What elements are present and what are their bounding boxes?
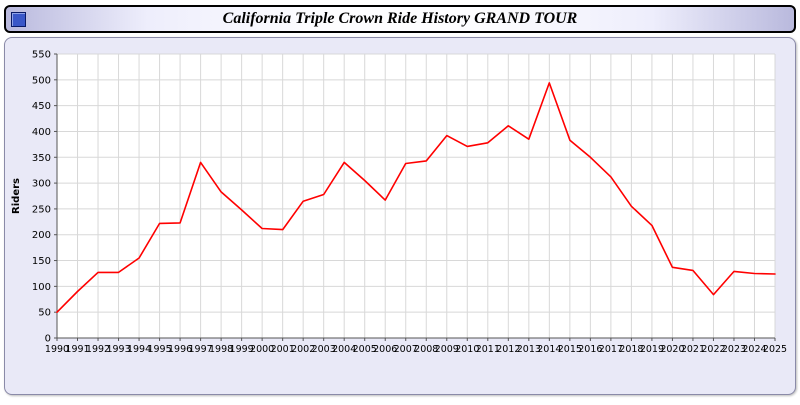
x-tick-label: 2023: [722, 344, 746, 355]
window-titlebar: California Triple Crown Ride History GRA…: [4, 5, 796, 33]
y-tick-label: 50: [38, 308, 51, 319]
y-tick-label: 0: [45, 334, 51, 345]
y-tick-label: 450: [32, 101, 51, 112]
x-tick-label: 1999: [230, 344, 254, 355]
y-axis-label: Riders: [11, 178, 22, 214]
x-tick-label: 1990: [45, 344, 69, 355]
y-tick-label: 200: [32, 230, 51, 241]
chart-title: California Triple Crown Ride History GRA…: [222, 10, 578, 27]
x-tick-label: 2014: [537, 344, 561, 355]
x-tick-label: 2000: [250, 344, 274, 355]
x-tick-label: 2007: [394, 344, 418, 355]
x-tick-label: 2003: [312, 344, 336, 355]
x-tick-label: 2012: [496, 344, 520, 355]
window-icon[interactable]: [11, 11, 26, 27]
x-tick-label: 2017: [599, 344, 623, 355]
x-tick-label: 1991: [65, 344, 89, 355]
x-tick-label: 1995: [147, 344, 171, 355]
x-tick-label: 1994: [127, 344, 151, 355]
x-tick-label: 2018: [619, 344, 643, 355]
x-tick-label: 1996: [168, 344, 192, 355]
x-tick-label: 2015: [558, 344, 582, 355]
x-tick-label: 2006: [373, 344, 397, 355]
chart-panel: 0 50 100 150 200 250 300 350 400 450 500 550 1990 199…: [4, 37, 796, 395]
y-tick-label: 400: [32, 127, 51, 138]
y-tick-label: 250: [32, 204, 51, 215]
x-tick-label: 2021: [681, 344, 705, 355]
x-tick-label: 2008: [414, 344, 438, 355]
x-tick-label: 2004: [332, 344, 356, 355]
x-tick-label: 2001: [271, 344, 295, 355]
x-tick-label: 1993: [106, 344, 130, 355]
x-tick-label: 2013: [517, 344, 541, 355]
x-tick-label: 2005: [353, 344, 377, 355]
x-tick-label: 1992: [86, 344, 110, 355]
x-tick-label: 2016: [578, 344, 602, 355]
y-tick-label: 100: [32, 282, 51, 293]
plot-area: [57, 54, 775, 338]
x-tick-label: 2025: [763, 344, 787, 355]
y-tick-label: 150: [32, 256, 51, 267]
x-tick-label: 2024: [742, 344, 766, 355]
chart-svg: 0501001502002503003504004505005501990199…: [11, 50, 787, 356]
x-tick-label: 2010: [455, 344, 479, 355]
y-tick-label: 300: [32, 179, 51, 190]
x-tick-label: 2020: [660, 344, 684, 355]
line-chart: 0 50 100 150 200 250 300 350 400 450 500 550 1990 199…: [7, 40, 795, 394]
y-tick-label: 550: [32, 50, 51, 61]
x-tick-label: 2011: [476, 344, 500, 355]
y-tick-label: 500: [32, 75, 51, 86]
x-tick-label: 2002: [291, 344, 315, 355]
x-tick-label: 1997: [189, 344, 213, 355]
x-tick-label: 1998: [209, 344, 233, 355]
x-tick-label: 2019: [640, 344, 664, 355]
x-tick-label: 2009: [435, 344, 459, 355]
y-tick-label: 350: [32, 153, 51, 164]
riders-series-line: [56, 82, 776, 314]
x-tick-label: 2022: [701, 344, 725, 355]
